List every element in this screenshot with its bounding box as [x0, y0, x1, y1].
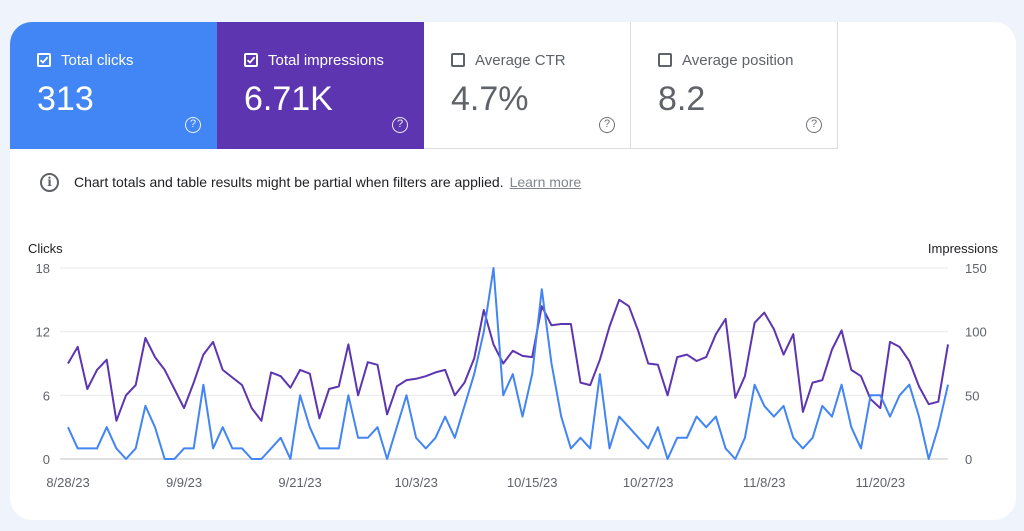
checkbox-unchecked-icon[interactable]	[658, 53, 672, 67]
metric-value: 4.7%	[451, 80, 529, 118]
metric-tabs: Total clicks 313 ? Total impressions 6.7…	[10, 22, 838, 149]
metric-label: Total impressions	[268, 52, 384, 69]
partial-results-notice: i Chart totals and table results might b…	[40, 170, 581, 194]
help-icon[interactable]: ?	[599, 117, 615, 133]
chart-lines	[67, 267, 949, 460]
checkbox-unchecked-icon[interactable]	[451, 53, 465, 67]
y-axis-right-title: Impressions	[928, 241, 999, 256]
checkbox-checked-icon[interactable]	[37, 53, 51, 67]
y-axis-left-title: Clicks	[28, 241, 63, 256]
y-right-tick-label: 100	[965, 325, 987, 340]
x-axis: 8/28/23 9/9/23 9/21/23 10/3/23 10/15/23 10/27…	[46, 475, 905, 490]
help-icon[interactable]: ?	[806, 117, 822, 133]
y-axis-left: 0 6 12 18	[36, 261, 50, 467]
x-tick-label: 11/8/23	[743, 475, 785, 490]
x-tick-label: 10/3/23	[394, 475, 437, 490]
help-icon[interactable]: ?	[185, 117, 201, 133]
help-icon[interactable]: ?	[392, 117, 408, 133]
y-axis-right: 0 50 100 150	[965, 261, 987, 467]
x-tick-label: 11/20/23	[855, 475, 905, 490]
metric-average-position[interactable]: Average position 8.2 ?	[631, 22, 838, 149]
impressions-series-line	[67, 298, 949, 422]
y-left-tick-label: 12	[36, 325, 50, 340]
y-right-tick-label: 50	[965, 388, 979, 403]
metric-total-clicks[interactable]: Total clicks 313 ?	[10, 22, 217, 149]
performance-chart: 0 6 12 18 0 50 100 150 8/28/23 9/9/23 9/21/23 10/…	[28, 241, 999, 490]
y-left-tick-label: 18	[36, 261, 50, 276]
x-tick-label: 9/9/23	[166, 475, 202, 490]
metric-average-ctr[interactable]: Average CTR 4.7% ?	[424, 22, 631, 149]
metric-label: Average CTR	[475, 52, 566, 69]
x-tick-label: 8/28/23	[46, 475, 89, 490]
metric-value: 8.2	[658, 80, 706, 118]
performance-card: Total clicks 313 ? Total impressions 6.7…	[10, 22, 1016, 520]
metric-label: Total clicks	[61, 52, 134, 69]
metric-total-impressions[interactable]: Total impressions 6.71K ?	[217, 22, 424, 149]
clicks-series-line	[67, 267, 949, 460]
info-icon: i	[40, 172, 59, 192]
x-tick-label: 9/21/23	[278, 475, 321, 490]
notice-text: Chart totals and table results might be …	[74, 174, 504, 190]
y-left-tick-label: 0	[43, 452, 50, 467]
x-tick-label: 10/15/23	[507, 475, 558, 490]
learn-more-link[interactable]: Learn more	[509, 174, 582, 190]
checkbox-checked-icon[interactable]	[244, 53, 258, 67]
y-right-tick-label: 0	[965, 452, 972, 467]
metric-label: Average position	[682, 52, 794, 69]
y-right-tick-label: 150	[965, 261, 987, 276]
y-left-tick-label: 6	[43, 388, 50, 403]
x-tick-label: 10/27/23	[623, 475, 674, 490]
metric-value: 6.71K	[244, 80, 333, 118]
metric-value: 313	[37, 80, 94, 118]
